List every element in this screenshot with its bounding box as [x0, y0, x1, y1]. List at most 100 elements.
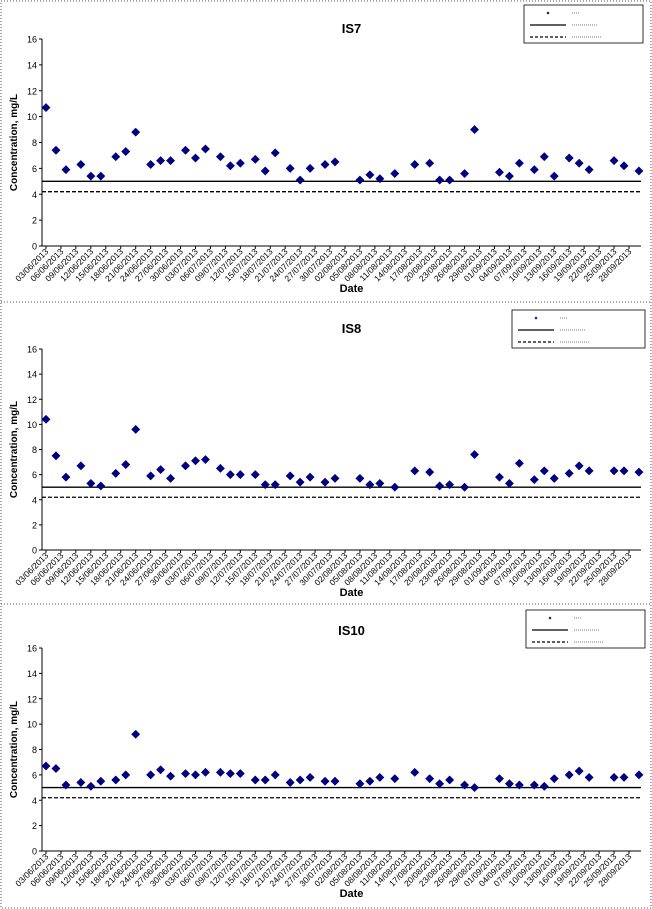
data-point — [41, 103, 51, 113]
data-point — [41, 414, 51, 424]
legend-box — [523, 4, 644, 44]
y-tick-label: 6 — [32, 470, 37, 480]
y-tick-label: 2 — [32, 821, 37, 831]
data-point — [549, 171, 559, 181]
data-point — [330, 157, 340, 167]
data-point — [61, 472, 71, 482]
data-point — [250, 775, 260, 785]
data-point — [225, 161, 235, 171]
data-point — [355, 175, 365, 185]
data-point — [305, 772, 315, 782]
data-point — [225, 470, 235, 480]
data-point — [235, 158, 245, 168]
y-tick-label: 12 — [27, 694, 37, 704]
data-point — [270, 480, 280, 490]
data-point — [86, 478, 96, 488]
y-tick-label: 16 — [27, 644, 37, 654]
data-point — [235, 470, 245, 480]
data-point — [609, 772, 619, 782]
data-point — [51, 451, 61, 461]
x-axis-title: Date — [340, 283, 364, 295]
data-point — [76, 777, 86, 788]
y-axis-title: Concentration, mg/L — [9, 401, 20, 498]
data-point — [460, 168, 470, 179]
legend — [511, 309, 646, 349]
x-axis-title: Date — [340, 587, 364, 599]
data-point — [180, 145, 191, 155]
y-tick-label: 16 — [27, 35, 37, 45]
data-point — [320, 477, 330, 487]
data-point — [166, 156, 176, 166]
data-point — [529, 475, 539, 485]
data-point — [634, 467, 644, 477]
data-point — [41, 761, 51, 771]
data-point — [410, 466, 420, 476]
data-point — [260, 775, 270, 785]
data-point — [146, 159, 156, 170]
data-point — [469, 449, 480, 460]
data-point — [435, 779, 445, 789]
data-point — [469, 783, 480, 793]
data-point — [235, 769, 245, 779]
data-point — [156, 765, 166, 775]
y-tick-label: 4 — [32, 190, 37, 200]
data-point — [584, 466, 594, 476]
data-point — [584, 772, 594, 782]
data-point — [166, 473, 176, 483]
data-point — [365, 170, 375, 180]
data-point — [250, 154, 260, 164]
data-point — [514, 158, 524, 168]
data-point — [529, 165, 539, 175]
data-point — [215, 152, 225, 162]
data-point — [146, 770, 156, 780]
data-point — [410, 767, 420, 777]
y-tick-label: 10 — [27, 720, 37, 730]
data-point — [295, 175, 305, 185]
data-point — [131, 729, 141, 739]
y-tick-label: 8 — [32, 445, 37, 455]
chart-title: IS8 — [342, 321, 362, 336]
y-tick-label: 12 — [27, 395, 37, 405]
data-point — [365, 776, 375, 786]
y-tick-label: 16 — [27, 345, 37, 355]
data-point — [504, 779, 514, 789]
y-tick-label: 12 — [27, 86, 37, 96]
data-point — [574, 461, 584, 471]
data-point — [295, 477, 305, 487]
x-axis-title: Date — [340, 888, 364, 900]
legend-marker-swatch — [546, 11, 550, 15]
data-point — [121, 460, 131, 470]
data-point — [285, 163, 295, 173]
data-point — [494, 472, 504, 482]
data-point — [574, 158, 584, 168]
data-point — [435, 481, 445, 491]
chart-title: IS7 — [342, 21, 362, 36]
data-point — [619, 466, 629, 476]
data-point — [215, 463, 225, 473]
data-point — [514, 780, 524, 790]
data-point — [564, 468, 574, 478]
data-point — [460, 482, 470, 492]
data-point — [619, 772, 629, 782]
data-point — [61, 780, 71, 790]
data-point — [146, 471, 156, 481]
data-point — [539, 152, 549, 162]
data-point — [355, 473, 365, 483]
data-point — [445, 775, 455, 785]
data-point — [190, 456, 201, 466]
data-point — [410, 159, 420, 170]
y-tick-label: 4 — [32, 796, 37, 806]
data-point — [61, 165, 71, 175]
data-point — [634, 166, 644, 176]
data-point — [156, 465, 166, 475]
data-point — [609, 466, 619, 476]
data-point — [200, 454, 211, 465]
y-tick-label: 14 — [27, 370, 37, 380]
data-point — [295, 775, 305, 785]
data-point — [260, 166, 270, 176]
data-point — [330, 473, 340, 483]
data-point — [285, 471, 295, 481]
